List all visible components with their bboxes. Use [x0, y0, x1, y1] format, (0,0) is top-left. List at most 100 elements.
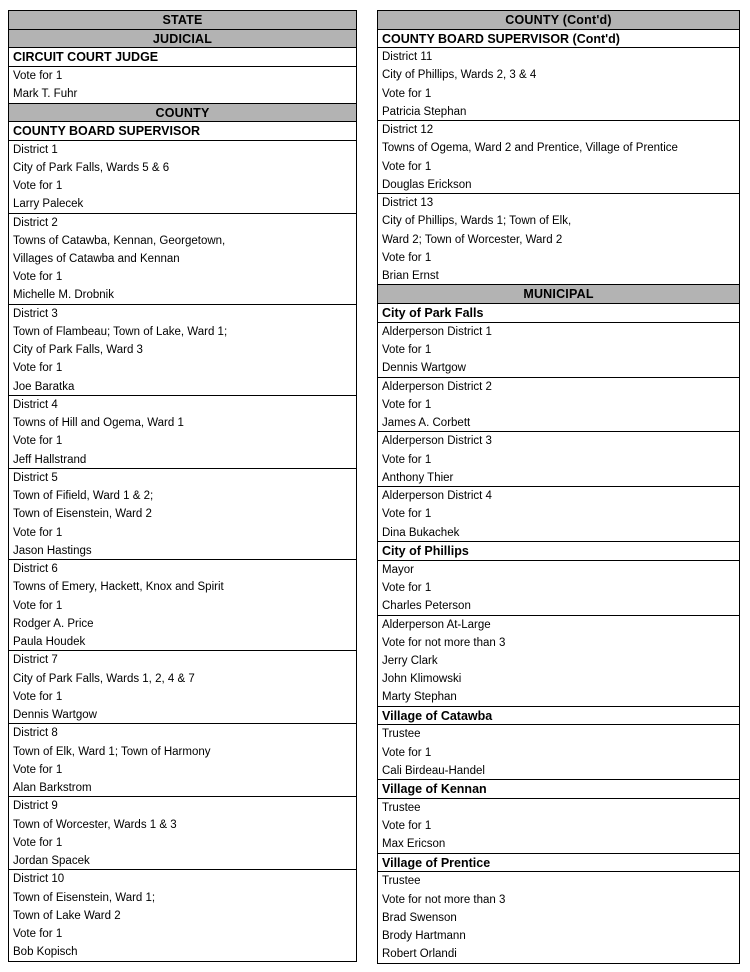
candidate-name: Brad Swenson	[382, 911, 457, 924]
section-header-label: STATE	[162, 13, 203, 27]
candidate-name: Brody Hartmann	[382, 929, 466, 942]
contest-title: District 6	[13, 563, 58, 576]
office-header: COUNTY BOARD SUPERVISOR (Cont'd)	[377, 28, 740, 49]
candidate-name: John Klimowski	[382, 673, 462, 685]
district-description: Town of Eisenstein, Ward 1;	[13, 891, 156, 904]
contest-block: Alderperson District 2 Vote for 1 James A.…	[377, 376, 740, 433]
vote-instruction: Vote for 1	[13, 927, 63, 940]
vote-instruction: Vote for 1	[382, 581, 432, 594]
section-header-label: MUNICIPAL	[523, 287, 594, 302]
vote-instruction: Vote for not more than 3	[382, 893, 506, 906]
contest-block: District 6 Towns of Emery, Hackett, Knox …	[8, 559, 357, 652]
contest-title: District 9	[13, 800, 58, 813]
section-header-label: JUDICIAL	[152, 31, 213, 46]
contest-title: District 13	[382, 197, 434, 210]
ballot-column-left: STATE JUDICIAL CIRCUIT COURT JUDGE Vote for…	[8, 10, 357, 962]
district-description: Towns of Ogema, Ward 2 and Prentice, Vil…	[382, 142, 678, 155]
contest-title: District 2	[13, 216, 58, 229]
contest-title: District 7	[13, 654, 58, 667]
contest-title: District 3	[13, 308, 58, 320]
vote-instruction: Vote for 1	[382, 398, 432, 411]
contest-block: District 8 Town of Elk, Ward 1; Town of H…	[8, 723, 357, 798]
district-description: Town of Flambeau; Town of Lake, Ward 1;	[13, 326, 228, 339]
contest-block: District 10 Town of Eisenstein, Ward 1; To…	[8, 869, 357, 962]
contest-title: Mayor	[382, 563, 414, 576]
district-description: Towns of Hill and Ogema, Ward 1	[13, 417, 184, 430]
vote-instruction: Vote for 1	[382, 820, 432, 832]
district-description: City of Park Falls, Wards 1, 2, 4 & 7	[13, 672, 195, 685]
candidate-name: Alan Barkstrom	[13, 781, 92, 794]
candidate-name: Cali Birdeau-Handel	[382, 764, 485, 777]
candidate-name: Larry Palecek	[13, 198, 84, 211]
vote-instruction: Vote for 1	[13, 763, 63, 776]
district-description: Villages of Catawba and Kennan	[13, 253, 180, 266]
district-description: Town of Eisenstein, Ward 2	[13, 508, 152, 521]
candidate-name: Jason Hastings	[13, 544, 92, 557]
contest-block: Alderperson District 1 Vote for 1 Dennis W…	[377, 321, 740, 378]
office-header: Village of Catawba	[377, 705, 740, 726]
candidate-name: Patricia Stephan	[382, 105, 467, 118]
district-description: Town of Fifield, Ward 1 & 2;	[13, 490, 154, 503]
vote-instruction: Vote for 1	[13, 362, 63, 375]
contest-title: District 12	[382, 124, 434, 137]
contest-block: District 5 Town of Fifield, Ward 1 & 2; To…	[8, 468, 357, 561]
contest-block: District 12 Towns of Ogema, Ward 2 and Pr…	[377, 120, 740, 195]
office-header-label: City of Phillips	[382, 544, 469, 559]
office-header: City of Park Falls	[377, 303, 740, 324]
candidate-name: Rodger A. Price	[13, 617, 94, 630]
office-header: Village of Prentice	[377, 852, 740, 873]
district-description: City of Phillips, Wards 1; Town of Elk,	[382, 215, 572, 228]
contest-title: Alderperson At-Large	[382, 618, 491, 631]
office-header: Village of Kennan	[377, 779, 740, 800]
office-header: City of Phillips	[377, 541, 740, 562]
candidate-name: Jerry Clark	[382, 654, 438, 667]
district-description: Ward 2; Town of Worcester, Ward 2	[382, 233, 563, 246]
section-header: MUNICIPAL	[377, 284, 740, 305]
contest-title: Trustee	[382, 728, 421, 741]
contest-title: District 5	[13, 472, 58, 485]
office-header-label: Village of Kennan	[382, 782, 487, 797]
contest-block: District 7 City of Park Falls, Wards 1, 2…	[8, 650, 357, 725]
contest-block: Alderperson District 4 Vote for 1 Dina Buk…	[377, 486, 740, 543]
contest-block: District 4 Towns of Hill and Ogema, Ward …	[8, 395, 357, 470]
contest-block: District 11 City of Phillips, Wards 2, 3 …	[377, 47, 740, 122]
office-header-label: COUNTY BOARD SUPERVISOR	[13, 124, 201, 139]
contest-block: Alderperson District 3 Vote for 1 Anthony …	[377, 431, 740, 488]
contest-title: Alderperson District 1	[382, 325, 492, 338]
office-header-label: Village of Prentice	[382, 855, 491, 870]
contest-title: Alderperson District 2	[382, 380, 492, 393]
vote-instruction: Vote for 1	[13, 599, 63, 612]
contest-block: Trustee Vote for not more than 3 Brad Swen…	[377, 871, 740, 964]
candidate-name: Dennis Wartgow	[13, 708, 97, 721]
candidate-name: Marty Stephan	[382, 691, 457, 704]
vote-instruction: Vote for 1	[382, 251, 432, 264]
contest-title: District 10	[13, 873, 65, 886]
district-description: City of Phillips, Wards 2, 3 & 4	[382, 69, 537, 82]
vote-instruction: Vote for 1	[382, 87, 432, 100]
vote-instruction: Vote for 1	[13, 836, 63, 849]
district-description: City of Park Falls, Ward 3	[13, 344, 143, 357]
office-header-label: CIRCUIT COURT JUDGE	[13, 50, 159, 65]
section-header: JUDICIAL	[8, 28, 357, 49]
ballot-column-right: COUNTY (Cont'd) COUNTY BOARD SUPERVISOR (…	[377, 10, 740, 964]
candidate-name: Paula Houdek	[13, 635, 86, 648]
vote-instruction: Vote for 1	[382, 453, 432, 466]
candidate-name: Joe Baratka	[13, 380, 75, 393]
contest-title: Alderperson District 3	[382, 435, 492, 448]
contest-title: District 4	[13, 399, 58, 412]
section-header: STATE	[8, 10, 357, 31]
contest-title: Alderperson District 4	[382, 490, 492, 503]
contest-block: District 3 Town of Flambeau; Town of Lake…	[8, 304, 357, 397]
vote-instruction: Vote for not more than 3	[382, 636, 506, 649]
contest-title: Trustee	[382, 801, 421, 814]
contest-block: District 2 Towns of Catawba, Kennan, Geor…	[8, 212, 357, 306]
district-description: Towns of Emery, Hackett, Knox and Spirit	[13, 581, 224, 594]
contest-block: Trustee Vote for 1 Max Ericson	[377, 797, 740, 855]
office-header: COUNTY BOARD SUPERVISOR	[8, 121, 357, 142]
contest-block: Mayor Vote for 1 Charles Peterson	[377, 559, 740, 617]
candidate-name: Dennis Wartgow	[382, 361, 466, 374]
contest-title: District 8	[13, 727, 58, 740]
contest-block: District 9 Town of Worcester, Wards 1 & 3…	[8, 796, 357, 871]
candidate-name: Dina Bukachek	[382, 526, 460, 539]
